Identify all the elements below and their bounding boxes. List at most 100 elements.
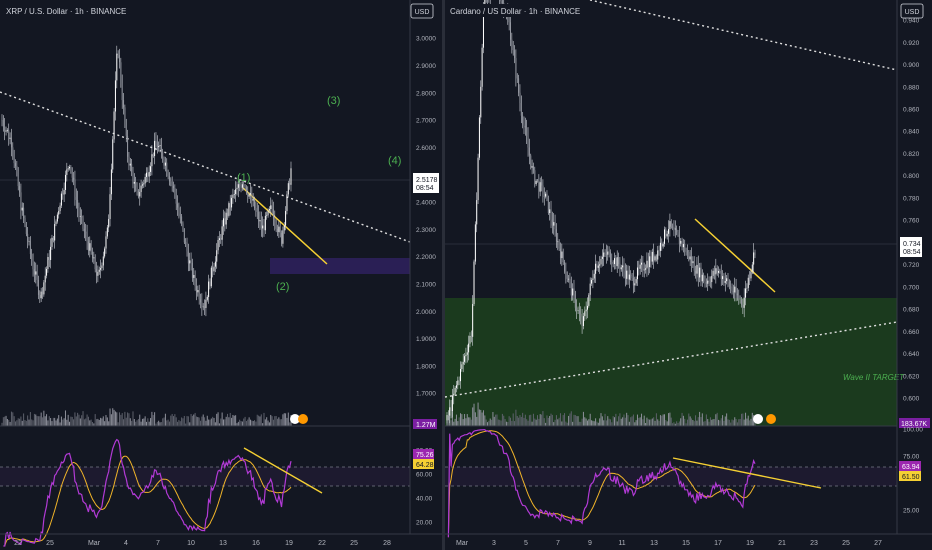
volume-bar: [450, 420, 452, 426]
right-currency-button[interactable]: [900, 3, 924, 19]
volume-bar: [462, 419, 464, 426]
volume-bar: [46, 414, 48, 426]
pane-divider[interactable]: [442, 0, 445, 550]
volume-bar: [572, 421, 574, 426]
time-tick-label: 9: [588, 540, 592, 547]
volume-bar: [677, 422, 679, 426]
candle-body: [636, 267, 638, 280]
volume-bar: [4, 416, 6, 426]
candle-body: [553, 222, 555, 226]
price-tick-label: 0.880: [903, 84, 920, 91]
event-flag-icon[interactable]: [766, 414, 776, 424]
candle-body: [132, 171, 134, 184]
volume-bar: [503, 415, 505, 426]
candle-body: [79, 215, 81, 217]
volume-bar: [171, 413, 173, 426]
volume-bar: [658, 420, 660, 426]
candle-body: [561, 251, 563, 259]
right-event-icons[interactable]: [753, 414, 776, 424]
left-symbol-title[interactable]: XRP / U.S. Dollar · 1h · BINANCE: [6, 7, 126, 16]
candle-body: [58, 211, 60, 215]
event-flag-icon[interactable]: [298, 414, 308, 424]
candle-body: [703, 274, 705, 282]
volume-bar: [102, 416, 104, 426]
candle-body: [93, 257, 95, 259]
time-tick-label: 27: [874, 540, 882, 547]
volume-bar: [94, 414, 96, 426]
price-tick-label: 2.3000: [416, 227, 436, 234]
candle-body: [282, 230, 284, 244]
volume-bar: [708, 421, 710, 426]
candle-body: [654, 256, 656, 261]
candle-body: [582, 316, 584, 327]
time-tick-label: 25: [46, 540, 54, 547]
candle-body: [464, 356, 466, 362]
left-volume-bars: [1, 408, 292, 426]
volume-bar: [55, 420, 57, 426]
volume-bar: [85, 418, 87, 426]
left-volume-value: 1.27M: [416, 422, 436, 429]
volume-bar: [464, 414, 466, 426]
volume-bar: [735, 419, 737, 426]
candle-body: [63, 189, 65, 195]
candle-body: [187, 251, 189, 264]
candle-body: [461, 364, 463, 369]
volume-bar: [89, 420, 91, 426]
candle-body: [573, 288, 575, 295]
left-currency-label: USD: [415, 9, 430, 16]
candle-body: [19, 186, 21, 193]
volume-bar: [282, 414, 284, 426]
candle-body: [516, 77, 518, 79]
candle-body: [658, 250, 660, 252]
volume-bar: [1, 422, 3, 426]
candle-body: [565, 271, 567, 275]
volume-bar: [716, 412, 718, 426]
price-tick-label: 0.820: [903, 151, 920, 158]
candle-body: [113, 111, 115, 140]
candle-body: [25, 224, 27, 234]
left-pane[interactable]: (1) (2) (3) (4) XRP / U.S. Dollar · 1h ·…: [0, 0, 442, 547]
candle-body: [596, 263, 598, 268]
volume-bar: [224, 419, 226, 426]
volume-bar: [723, 420, 725, 426]
volume-bar: [114, 411, 116, 426]
candle-body: [727, 278, 729, 282]
right-pane[interactable]: Wave II TARGET Cardano / US Dollar · 1h …: [444, 0, 932, 547]
volume-bar: [158, 420, 160, 426]
volume-bar: [21, 420, 23, 426]
candle-body: [216, 250, 218, 262]
volume-bar: [200, 420, 202, 426]
left-currency-button[interactable]: [410, 3, 434, 19]
volume-bar: [657, 419, 659, 426]
volume-bar: [12, 412, 14, 426]
volume-bar: [612, 416, 614, 426]
volume-bar: [182, 418, 184, 426]
candle-body: [626, 270, 628, 279]
volume-bar: [78, 414, 80, 426]
volume-bar: [129, 418, 131, 426]
candle-body: [91, 251, 93, 259]
candle-body: [249, 193, 251, 195]
volume-bar: [627, 415, 629, 426]
time-tick-label: 15: [682, 540, 690, 547]
left-event-icons[interactable]: [290, 414, 308, 424]
candle-body: [197, 289, 199, 293]
volume-bar: [6, 418, 8, 426]
candle-body: [78, 208, 80, 217]
event-flag-icon[interactable]: [753, 414, 763, 424]
volume-bar: [566, 422, 568, 426]
right-time-axis[interactable]: Mar 3 5 7 9 11 13 15 17 19 21 23 25 27: [456, 540, 882, 547]
candle-body: [728, 281, 730, 287]
left-time-axis[interactable]: 22 25 Mar 4 7 10 13 16 19 22 25 28: [14, 540, 391, 547]
candle-body: [123, 100, 125, 108]
right-symbol-title[interactable]: Cardano / US Dollar · 1h · BINANCE: [450, 7, 580, 16]
event-flag-icon[interactable]: [290, 414, 300, 424]
volume-bar: [135, 421, 137, 426]
volume-bar: [519, 415, 521, 426]
volume-bar: [286, 417, 288, 426]
candle-body: [615, 258, 617, 267]
volume-bar: [285, 413, 287, 426]
candle-body: [290, 168, 292, 185]
volume-bar: [701, 413, 703, 426]
